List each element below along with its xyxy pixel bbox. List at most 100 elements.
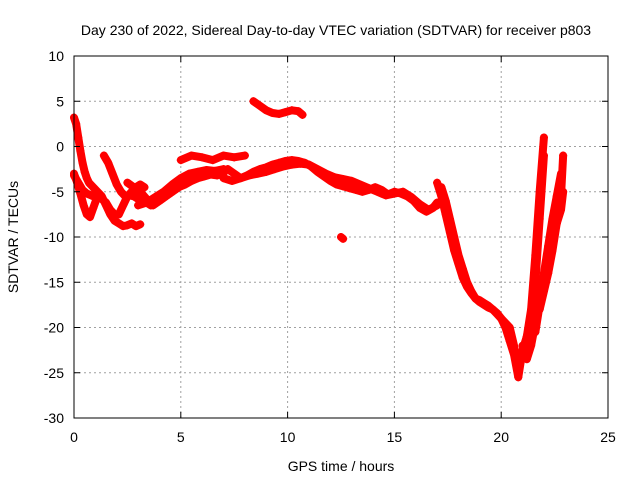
- data-point: [454, 260, 463, 269]
- data-point: [268, 109, 277, 118]
- data-point: [114, 210, 123, 219]
- data-point: [121, 192, 130, 201]
- data-point: [198, 153, 207, 162]
- data-point: [347, 176, 356, 185]
- y-tick-label: 10: [48, 48, 64, 64]
- data-point: [501, 323, 510, 332]
- data-point: [480, 299, 489, 308]
- data-point: [463, 282, 472, 291]
- data-point: [298, 110, 307, 119]
- data-point: [131, 222, 140, 231]
- data-point: [330, 173, 339, 182]
- x-tick-label: 15: [387, 429, 403, 445]
- data-point: [104, 158, 113, 167]
- data-point: [236, 174, 245, 183]
- data-point: [136, 220, 145, 229]
- x-tick-label: 25: [600, 429, 616, 445]
- data-point: [339, 182, 348, 191]
- data-point: [82, 189, 91, 198]
- data-point: [339, 234, 348, 243]
- data-point: [136, 187, 145, 196]
- data-point: [287, 106, 296, 115]
- data-point: [223, 165, 232, 174]
- data-point: [345, 184, 354, 193]
- data-point: [102, 198, 111, 207]
- y-tick-label: -30: [44, 410, 64, 426]
- data-point: [450, 246, 459, 255]
- data-point: [539, 273, 548, 282]
- data-point: [471, 294, 480, 303]
- data-point: [129, 183, 138, 192]
- data-point: [129, 192, 138, 201]
- data-point: [74, 178, 83, 187]
- data-point: [249, 97, 258, 106]
- data-point: [544, 251, 553, 260]
- y-tick-label: 0: [56, 139, 64, 155]
- series-track-j: [249, 97, 307, 119]
- data-point: [142, 198, 151, 207]
- data-point: [112, 180, 121, 189]
- y-tick-label: -20: [44, 320, 64, 336]
- data-point: [91, 193, 100, 202]
- data-point: [497, 314, 506, 323]
- data-point: [228, 176, 237, 185]
- x-tick-label: 5: [177, 429, 185, 445]
- data-point: [281, 108, 290, 117]
- data-point: [185, 169, 194, 178]
- data-point: [89, 204, 98, 213]
- data-point: [467, 289, 476, 298]
- y-axis-ticks: -30 -25 -20 -15 -10 -5 0 5 10: [44, 48, 608, 426]
- data-point: [168, 180, 177, 189]
- data-point: [548, 233, 557, 241]
- data-point: [407, 193, 416, 202]
- x-tick-label: 20: [493, 429, 509, 445]
- data-point: [151, 193, 160, 202]
- data-point: [559, 151, 568, 160]
- data-point: [484, 301, 493, 310]
- data-point: [176, 156, 185, 165]
- data-point: [159, 187, 168, 196]
- data-point: [230, 153, 239, 162]
- data-point: [373, 187, 382, 196]
- series-track-h: [219, 159, 442, 214]
- series-track-k: [337, 233, 348, 243]
- data-point: [514, 373, 523, 382]
- data-point: [140, 183, 149, 192]
- data-point: [275, 109, 284, 118]
- data-point: [475, 296, 484, 305]
- x-axis-ticks: 0 5 10 15 20 25: [70, 56, 616, 445]
- data-point: [381, 191, 390, 200]
- data-point: [72, 119, 81, 128]
- data-point: [76, 147, 85, 156]
- data-point: [89, 183, 98, 192]
- data-point: [119, 201, 128, 210]
- data-point: [86, 213, 95, 222]
- x-tick-label: 10: [280, 429, 296, 445]
- x-axis-label: GPS time / hours: [288, 458, 395, 474]
- data-point: [84, 178, 93, 187]
- y-tick-label: -5: [52, 184, 65, 200]
- data-point: [123, 178, 132, 187]
- x-tick-label: 0: [70, 429, 78, 445]
- series-track-i: [176, 151, 249, 165]
- data-point: [193, 167, 202, 176]
- data-point: [313, 165, 322, 174]
- data-point: [441, 210, 450, 219]
- data-point: [531, 278, 540, 287]
- data-point: [296, 159, 305, 168]
- data-point: [416, 200, 425, 209]
- data-point: [74, 133, 83, 142]
- data-point: [219, 174, 228, 183]
- data-point: [539, 133, 548, 142]
- data-point: [445, 228, 454, 237]
- series-track-p: [531, 187, 568, 337]
- data-point: [339, 175, 348, 184]
- data-point: [123, 221, 132, 230]
- data-point: [97, 194, 106, 203]
- data-point: [253, 169, 262, 178]
- data-point: [458, 273, 467, 282]
- data-point: [492, 309, 501, 318]
- data-point: [351, 185, 360, 194]
- data-point: [127, 219, 136, 228]
